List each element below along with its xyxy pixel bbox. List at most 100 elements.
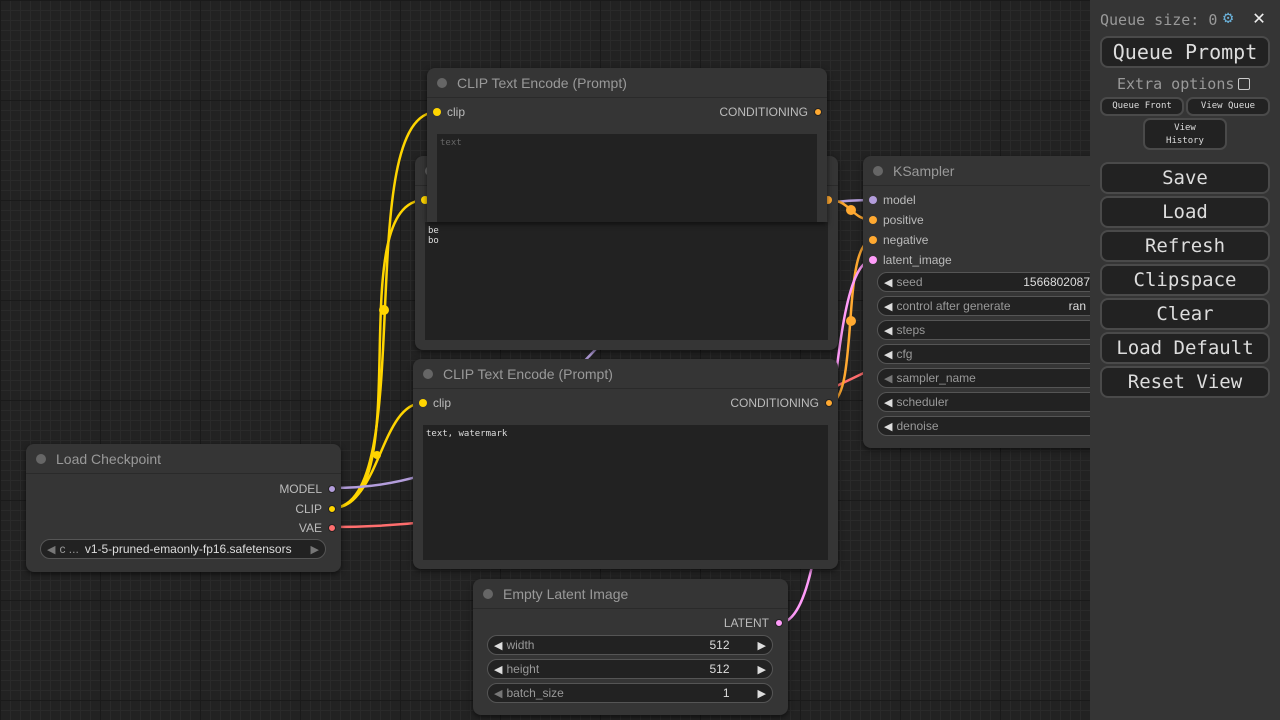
slot-dot[interactable] bbox=[775, 619, 783, 627]
arrow-left-icon[interactable]: ◀ bbox=[47, 543, 56, 556]
control-after-generate-widget[interactable]: ◀ control after generate ran bbox=[877, 296, 1127, 316]
wire-clip-hidden bbox=[331, 198, 426, 510]
slot-label: clip bbox=[447, 105, 466, 119]
slot-label: CONDITIONING bbox=[730, 396, 819, 410]
prompt-textarea[interactable]: be bo bbox=[425, 222, 828, 340]
arrow-right-icon[interactable]: ▶ bbox=[310, 543, 319, 556]
widget-label: batch_size bbox=[506, 686, 564, 700]
view-history-button[interactable]: View History bbox=[1143, 118, 1227, 150]
extra-options-checkbox[interactable] bbox=[1238, 78, 1251, 90]
node-title: CLIP Text Encode (Prompt) bbox=[427, 68, 827, 98]
clip-text-encode-node-positive[interactable]: CLIP Text Encode (Prompt) clip CONDITION… bbox=[427, 68, 827, 222]
seed-widget[interactable]: ◀ seed 1566802087 bbox=[877, 272, 1127, 292]
latent-image-input[interactable]: latent_image bbox=[869, 252, 952, 268]
scheduler-widget[interactable]: ◀ scheduler bbox=[877, 392, 1127, 412]
load-checkpoint-node[interactable]: Load Checkpoint MODEL CLIP VAE ◀ c ... v1-… bbox=[26, 444, 341, 572]
clip-input[interactable]: clip bbox=[419, 395, 451, 411]
clip-text-encode-node-negative[interactable]: CLIP Text Encode (Prompt) clip CONDITION… bbox=[413, 359, 838, 569]
label-line: View bbox=[1174, 123, 1196, 133]
vae-output[interactable]: VAE bbox=[299, 520, 336, 536]
width-widget[interactable]: ◀ width 512 ▶ bbox=[487, 635, 773, 655]
slot-dot[interactable] bbox=[419, 399, 427, 407]
queue-size-label: Queue size: 0 bbox=[1100, 11, 1218, 29]
widget-value: v1-5-pruned-emaonly-fp16.safetensors bbox=[84, 542, 292, 556]
arrow-left-icon[interactable]: ◀ bbox=[494, 663, 503, 676]
conditioning-output[interactable]: CONDITIONING bbox=[730, 395, 833, 411]
height-widget[interactable]: ◀ height 512 ▶ bbox=[487, 659, 773, 679]
view-queue-button[interactable]: View Queue bbox=[1186, 97, 1270, 116]
prompt-textarea[interactable]: text bbox=[437, 134, 817, 222]
arrow-left-icon[interactable]: ◀ bbox=[494, 687, 503, 700]
load-default-button[interactable]: Load Default bbox=[1100, 332, 1270, 364]
latent-output[interactable]: LATENT bbox=[724, 615, 783, 631]
slot-dot[interactable] bbox=[869, 236, 877, 244]
slot-label: VAE bbox=[298, 521, 322, 535]
clipspace-button[interactable]: Clipspace bbox=[1100, 264, 1270, 296]
arrow-left-icon[interactable]: ◀ bbox=[494, 639, 503, 652]
slot-dot[interactable] bbox=[869, 216, 877, 224]
close-icon[interactable]: ✕ bbox=[1253, 5, 1266, 29]
widget-label: height bbox=[506, 662, 540, 676]
steps-widget[interactable]: ◀ steps bbox=[877, 320, 1127, 340]
slot-dot[interactable] bbox=[328, 524, 336, 532]
prompt-textarea[interactable]: text, watermark bbox=[423, 425, 828, 560]
queue-front-button[interactable]: Queue Front bbox=[1100, 97, 1184, 116]
batch-size-widget[interactable]: ◀ batch_size 1 ▶ bbox=[487, 683, 773, 703]
arrow-left-icon[interactable]: ◀ bbox=[884, 420, 893, 433]
slot-dot[interactable] bbox=[825, 399, 833, 407]
arrow-left-icon[interactable]: ◀ bbox=[884, 396, 893, 409]
save-button[interactable]: Save bbox=[1100, 162, 1270, 194]
label-line: History bbox=[1166, 136, 1204, 146]
denoise-widget[interactable]: ◀ denoise bbox=[877, 416, 1127, 436]
clip-input[interactable]: clip bbox=[433, 104, 465, 120]
model-output[interactable]: MODEL bbox=[279, 481, 336, 497]
model-input[interactable]: model bbox=[869, 192, 916, 208]
conditioning-output-dot[interactable] bbox=[824, 196, 832, 204]
widget-label: c ... bbox=[59, 542, 79, 556]
queue-prompt-button[interactable]: Queue Prompt bbox=[1100, 36, 1270, 68]
sampler-name-widget[interactable]: ◀ sampler_name bbox=[877, 368, 1127, 388]
node-title: CLIP Text Encode (Prompt) bbox=[413, 359, 838, 389]
widget-label: scheduler bbox=[896, 395, 949, 409]
slot-dot[interactable] bbox=[433, 108, 441, 116]
clear-button[interactable]: Clear bbox=[1100, 298, 1270, 330]
clip-output[interactable]: CLIP bbox=[295, 501, 336, 517]
node-title: Empty Latent Image bbox=[473, 579, 788, 609]
cfg-widget[interactable]: ◀ cfg bbox=[877, 344, 1127, 364]
slot-label: model bbox=[883, 193, 916, 207]
widget-label: cfg bbox=[896, 347, 913, 361]
widget-label: control after generate bbox=[896, 299, 1011, 313]
slot-label: CLIP bbox=[295, 502, 322, 516]
arrow-right-icon[interactable]: ▶ bbox=[757, 663, 766, 676]
ckpt-name-combo[interactable]: ◀ c ... v1-5-pruned-emaonly-fp16.safetenso… bbox=[40, 539, 326, 559]
positive-input[interactable]: positive bbox=[869, 212, 924, 228]
slot-dot[interactable] bbox=[869, 196, 877, 204]
slot-dot[interactable] bbox=[328, 505, 336, 513]
slot-label: positive bbox=[883, 213, 924, 227]
widget-label: denoise bbox=[896, 419, 939, 433]
reset-view-button[interactable]: Reset View bbox=[1100, 366, 1270, 398]
load-button[interactable]: Load bbox=[1100, 196, 1270, 228]
arrow-left-icon[interactable]: ◀ bbox=[884, 276, 893, 289]
conditioning-output[interactable]: CONDITIONING bbox=[719, 104, 822, 120]
slot-dot[interactable] bbox=[869, 256, 877, 264]
arrow-right-icon[interactable]: ▶ bbox=[757, 639, 766, 652]
widget-value: 1 bbox=[722, 686, 730, 700]
widget-value: 512 bbox=[709, 662, 730, 676]
arrow-left-icon[interactable]: ◀ bbox=[884, 372, 893, 385]
ksampler-node[interactable]: KSampler model positive negative latent_… bbox=[863, 156, 1127, 448]
widget-value: ran bbox=[1068, 299, 1086, 313]
slot-label: MODEL bbox=[279, 482, 322, 496]
clip-input-dot[interactable] bbox=[421, 196, 429, 204]
negative-input[interactable]: negative bbox=[869, 232, 928, 248]
arrow-left-icon[interactable]: ◀ bbox=[884, 348, 893, 361]
arrow-right-icon[interactable]: ▶ bbox=[757, 687, 766, 700]
slot-dot[interactable] bbox=[814, 108, 822, 116]
refresh-button[interactable]: Refresh bbox=[1100, 230, 1270, 262]
empty-latent-image-node[interactable]: Empty Latent Image LATENT ◀ width 512 ▶ ◀ he… bbox=[473, 579, 788, 715]
arrow-left-icon[interactable]: ◀ bbox=[884, 300, 893, 313]
arrow-left-icon[interactable]: ◀ bbox=[884, 324, 893, 337]
text-line: bo bbox=[428, 236, 439, 246]
settings-gear-icon[interactable]: ⚙ bbox=[1223, 8, 1234, 28]
slot-dot[interactable] bbox=[328, 485, 336, 493]
